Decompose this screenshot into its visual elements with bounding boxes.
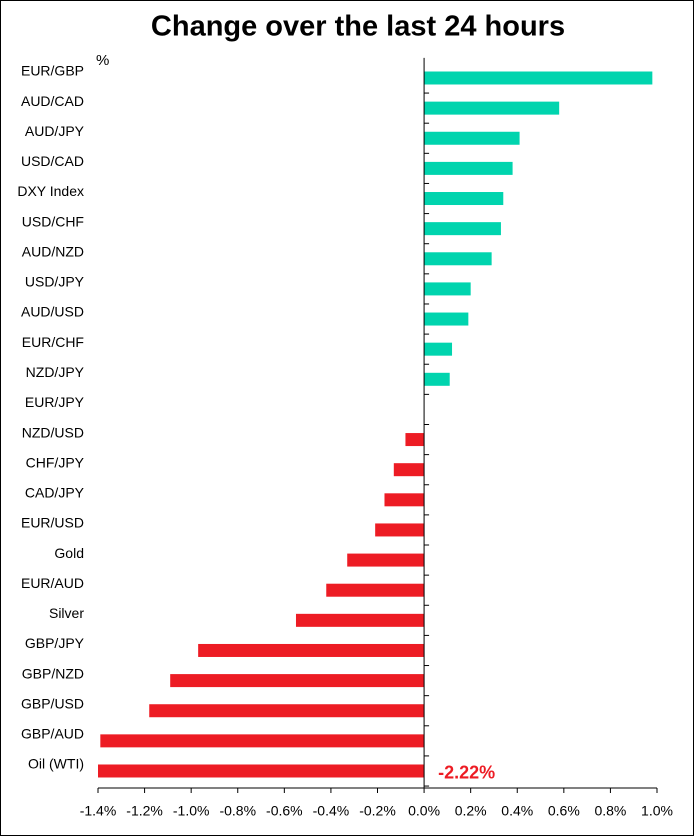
bar bbox=[424, 222, 501, 236]
x-tick-label: -0.4% bbox=[313, 803, 350, 819]
x-tick-label: 0.6% bbox=[548, 803, 580, 819]
category-label: AUD/CAD bbox=[21, 93, 84, 109]
category-label: CAD/JPY bbox=[25, 485, 85, 501]
bar bbox=[405, 433, 425, 447]
category-label: EUR/USD bbox=[21, 515, 84, 531]
category-label: EUR/AUD bbox=[21, 575, 84, 591]
bar bbox=[424, 312, 469, 326]
x-tick-label: 1.0% bbox=[641, 803, 673, 819]
category-label: NZD/USD bbox=[22, 424, 84, 440]
bar bbox=[198, 643, 425, 657]
category-label: GBP/USD bbox=[21, 695, 84, 711]
category-label: USD/JPY bbox=[25, 274, 85, 290]
x-tick-label: -0.2% bbox=[359, 803, 396, 819]
category-label: EUR/GBP bbox=[21, 63, 84, 79]
category-label: CHF/JPY bbox=[26, 454, 85, 470]
category-label: GBP/JPY bbox=[25, 635, 85, 651]
category-label: AUD/USD bbox=[21, 304, 84, 320]
x-tick-label: -1.4% bbox=[80, 803, 117, 819]
bars bbox=[98, 71, 653, 778]
category-label: AUD/JPY bbox=[25, 123, 85, 139]
x-tick-label: -1.2% bbox=[126, 803, 163, 819]
bar bbox=[424, 342, 453, 356]
bar bbox=[424, 372, 450, 386]
bar bbox=[424, 131, 520, 145]
category-label: USD/CAD bbox=[21, 153, 84, 169]
category-label: GBP/NZD bbox=[22, 665, 84, 681]
unit-label: % bbox=[96, 52, 109, 69]
category-label: EUR/CHF bbox=[22, 334, 84, 350]
x-tick-label: -1.0% bbox=[173, 803, 210, 819]
category-label: GBP/AUD bbox=[21, 726, 84, 742]
bar bbox=[424, 252, 492, 266]
bar bbox=[375, 523, 425, 537]
category-label: Oil (WTI) bbox=[28, 756, 84, 772]
x-tick-label: -0.6% bbox=[266, 803, 303, 819]
category-label: USD/CHF bbox=[22, 213, 84, 229]
bar bbox=[326, 583, 425, 597]
x-tick-label: 0.8% bbox=[594, 803, 626, 819]
category-label: EUR/JPY bbox=[25, 394, 85, 410]
bar bbox=[424, 71, 653, 85]
x-tick-label: 0.0% bbox=[408, 803, 440, 819]
category-label: DXY Index bbox=[17, 183, 84, 199]
bar bbox=[424, 282, 471, 296]
bar bbox=[295, 613, 425, 627]
bar bbox=[347, 553, 425, 567]
bar bbox=[424, 192, 504, 206]
x-tick-label: 0.2% bbox=[455, 803, 487, 819]
category-label: AUD/NZD bbox=[22, 243, 84, 259]
bar bbox=[384, 493, 425, 507]
bar bbox=[100, 734, 425, 748]
bar bbox=[424, 161, 513, 175]
bar bbox=[98, 764, 425, 778]
bar bbox=[424, 101, 560, 115]
x-tick-label: 0.4% bbox=[501, 803, 533, 819]
x-tick-label: -0.8% bbox=[219, 803, 256, 819]
chart-title: Change over the last 24 hours bbox=[151, 11, 565, 43]
value-label: -2.22% bbox=[438, 763, 495, 783]
bar bbox=[170, 674, 425, 688]
category-label: NZD/JPY bbox=[26, 364, 85, 380]
category-label: Silver bbox=[49, 605, 84, 621]
bar bbox=[149, 704, 425, 718]
category-label: Gold bbox=[54, 545, 84, 561]
bar bbox=[393, 463, 425, 477]
